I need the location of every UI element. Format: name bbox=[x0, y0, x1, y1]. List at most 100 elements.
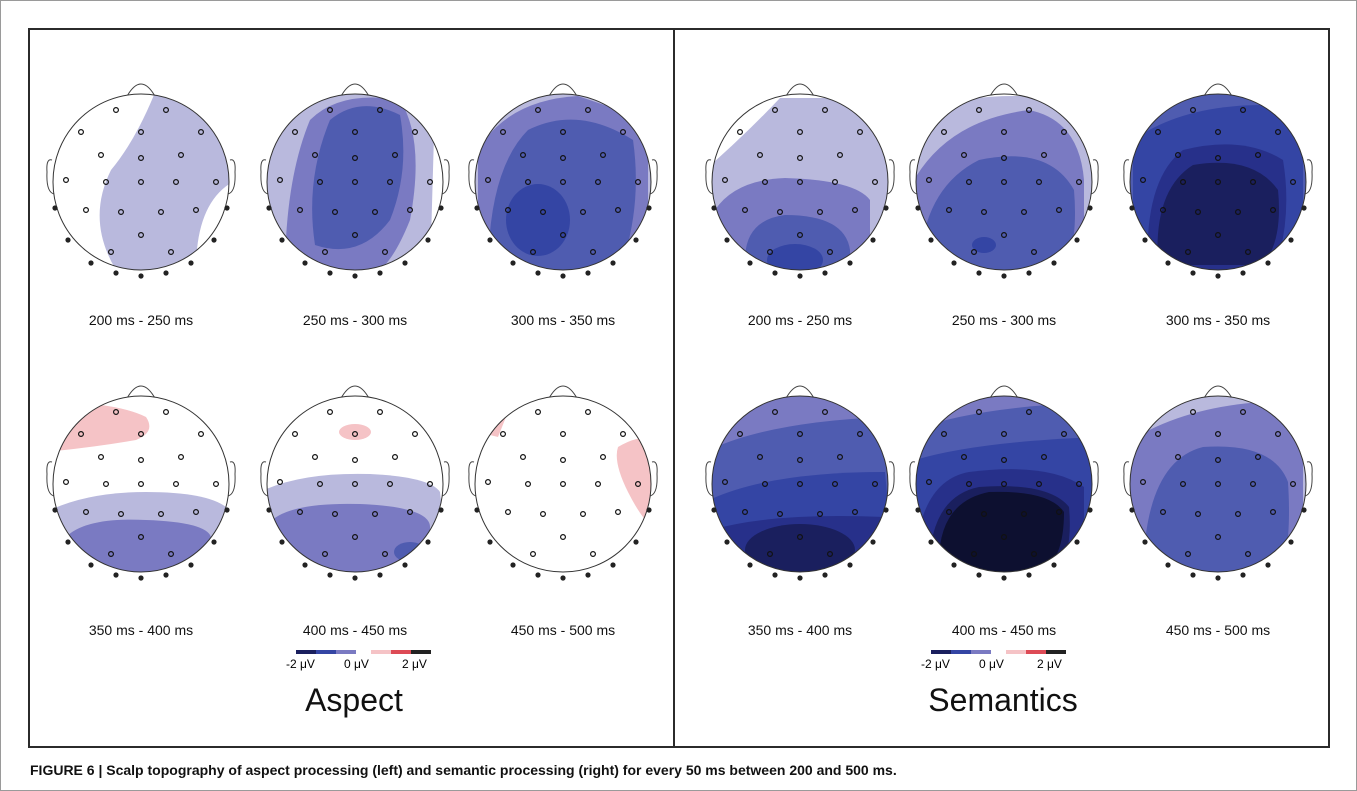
time-label: 250 ms - 300 ms bbox=[951, 312, 1057, 328]
electrode-marker bbox=[1051, 562, 1057, 568]
electrode-marker bbox=[559, 456, 566, 463]
electrode-marker bbox=[474, 205, 480, 211]
electrode-marker bbox=[635, 178, 642, 185]
electrode-marker bbox=[117, 209, 124, 216]
electrode-marker bbox=[386, 480, 393, 487]
electrode-marker bbox=[321, 551, 328, 558]
electrode-marker bbox=[107, 249, 114, 256]
electrode-marker bbox=[162, 408, 169, 415]
electrode-marker bbox=[1270, 207, 1277, 214]
electrode-marker bbox=[646, 507, 652, 513]
topomap-semantics-450-500 bbox=[1123, 385, 1313, 581]
electrode-marker bbox=[796, 480, 803, 487]
electrode-marker bbox=[796, 178, 803, 185]
electrode-marker bbox=[1184, 551, 1191, 558]
electrode-marker bbox=[1249, 480, 1256, 487]
time-label: 300 ms - 350 ms bbox=[510, 312, 616, 328]
electrode-marker bbox=[980, 511, 987, 518]
colorbar: -2 μV 0 μV 2 μV bbox=[286, 650, 431, 671]
electrode-marker bbox=[529, 249, 536, 256]
electrode-marker bbox=[213, 178, 220, 185]
electrode-marker bbox=[776, 511, 783, 518]
electrode-marker bbox=[970, 551, 977, 558]
time-label: 400 ms - 450 ms bbox=[302, 622, 408, 638]
electrode-marker bbox=[381, 249, 388, 256]
figure-caption: FIGURE 6 | Scalp topography of aspect pr… bbox=[30, 762, 897, 778]
electrode-marker bbox=[837, 151, 844, 158]
electrode-marker bbox=[1290, 480, 1297, 487]
electrode-marker bbox=[112, 408, 119, 415]
electrode-marker bbox=[52, 507, 58, 513]
electrode-marker bbox=[113, 270, 119, 276]
electrode-marker bbox=[816, 511, 823, 518]
electrode-marker bbox=[82, 509, 89, 516]
electrode-marker bbox=[137, 480, 144, 487]
electrode-marker bbox=[302, 260, 308, 266]
electrode-marker bbox=[137, 154, 144, 161]
topomap-aspect-450-500 bbox=[468, 385, 658, 581]
electrode-marker bbox=[1214, 128, 1221, 135]
electrode-marker bbox=[1239, 106, 1246, 113]
electrode-marker bbox=[847, 260, 853, 266]
electrode-marker bbox=[1030, 551, 1037, 558]
electrode-marker bbox=[797, 273, 803, 279]
electrode-marker bbox=[172, 178, 179, 185]
electrode-marker bbox=[392, 151, 399, 158]
electrode-marker bbox=[1214, 232, 1221, 239]
electrode-marker bbox=[711, 507, 717, 513]
electrode-marker bbox=[771, 106, 778, 113]
electrode-marker bbox=[915, 507, 921, 513]
electrode-marker bbox=[1142, 237, 1148, 243]
electrode-marker bbox=[326, 106, 333, 113]
electrode-marker bbox=[1061, 128, 1068, 135]
electrode-marker bbox=[167, 249, 174, 256]
colorbar-mid-label: 0 μV bbox=[979, 657, 1004, 671]
electrode-marker bbox=[559, 178, 566, 185]
electrode-marker bbox=[1000, 128, 1007, 135]
electrode-marker bbox=[1179, 480, 1186, 487]
electrode-marker bbox=[381, 551, 388, 558]
electrode-marker bbox=[1129, 205, 1135, 211]
electrode-marker bbox=[761, 178, 768, 185]
electrode-marker bbox=[915, 205, 921, 211]
electrode-marker bbox=[965, 178, 972, 185]
electrode-marker bbox=[266, 507, 272, 513]
electrode-marker bbox=[766, 551, 773, 558]
electrode-marker bbox=[585, 572, 591, 578]
electrode-marker bbox=[1142, 539, 1148, 545]
electrode-marker bbox=[1234, 209, 1241, 216]
electrode-marker bbox=[137, 534, 144, 541]
electrode-marker bbox=[535, 572, 541, 578]
electrode-marker bbox=[761, 480, 768, 487]
electrode-marker bbox=[1074, 539, 1080, 545]
electrode-marker bbox=[351, 430, 358, 437]
time-label: 450 ms - 500 ms bbox=[510, 622, 616, 638]
electrode-marker bbox=[970, 249, 977, 256]
electrode-marker bbox=[82, 207, 89, 214]
electrode-marker bbox=[960, 151, 967, 158]
electrode-marker bbox=[138, 575, 144, 581]
electrode-marker bbox=[277, 176, 284, 183]
electrode-marker bbox=[589, 249, 596, 256]
electrode-marker bbox=[1190, 572, 1196, 578]
electrode-marker bbox=[402, 260, 408, 266]
time-label: 400 ms - 450 ms bbox=[951, 622, 1057, 638]
colorbar-min-label: -2 μV bbox=[921, 657, 950, 671]
electrode-marker bbox=[1000, 534, 1007, 541]
electrode-marker bbox=[1026, 270, 1032, 276]
electrode-marker bbox=[102, 178, 109, 185]
topomap-semantics-200-250 bbox=[705, 83, 895, 279]
electrode-marker bbox=[163, 270, 169, 276]
electrode-marker bbox=[1189, 106, 1196, 113]
electrode-marker bbox=[826, 249, 833, 256]
electrode-marker bbox=[137, 178, 144, 185]
electrode-marker bbox=[88, 260, 94, 266]
electrode-marker bbox=[157, 511, 164, 518]
electrode-marker bbox=[316, 480, 323, 487]
electrode-marker bbox=[1000, 456, 1007, 463]
electrode-marker bbox=[1239, 408, 1246, 415]
electrode-marker bbox=[1215, 273, 1221, 279]
colorbar-max-label: 2 μV bbox=[1037, 657, 1062, 671]
electrode-marker bbox=[1270, 509, 1277, 516]
electrode-marker bbox=[870, 539, 876, 545]
